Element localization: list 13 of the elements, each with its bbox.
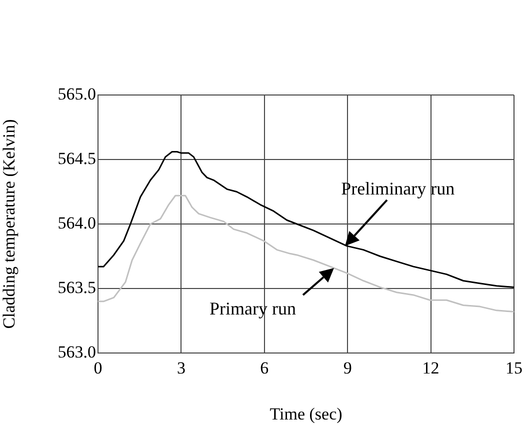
x-tick-label: 0: [94, 358, 102, 378]
x-tick-label: 15: [506, 358, 522, 378]
x-axis-title: Time (sec): [270, 404, 342, 424]
x-tick-label: 9: [343, 358, 352, 378]
x-tick-label: 6: [260, 358, 269, 378]
x-tick-label: 3: [176, 358, 186, 378]
y-tick-label: 564.0: [58, 213, 96, 232]
y-tick-label: 564.5: [58, 148, 96, 168]
y-tick-label: 563.0: [58, 342, 96, 362]
x-tick-label: 12: [422, 358, 440, 378]
y-axis-title: Cladding temperature (Kelvin): [0, 119, 19, 329]
y-tick-label: 563.5: [58, 278, 96, 297]
y-tick-label: 565.0: [58, 84, 96, 104]
